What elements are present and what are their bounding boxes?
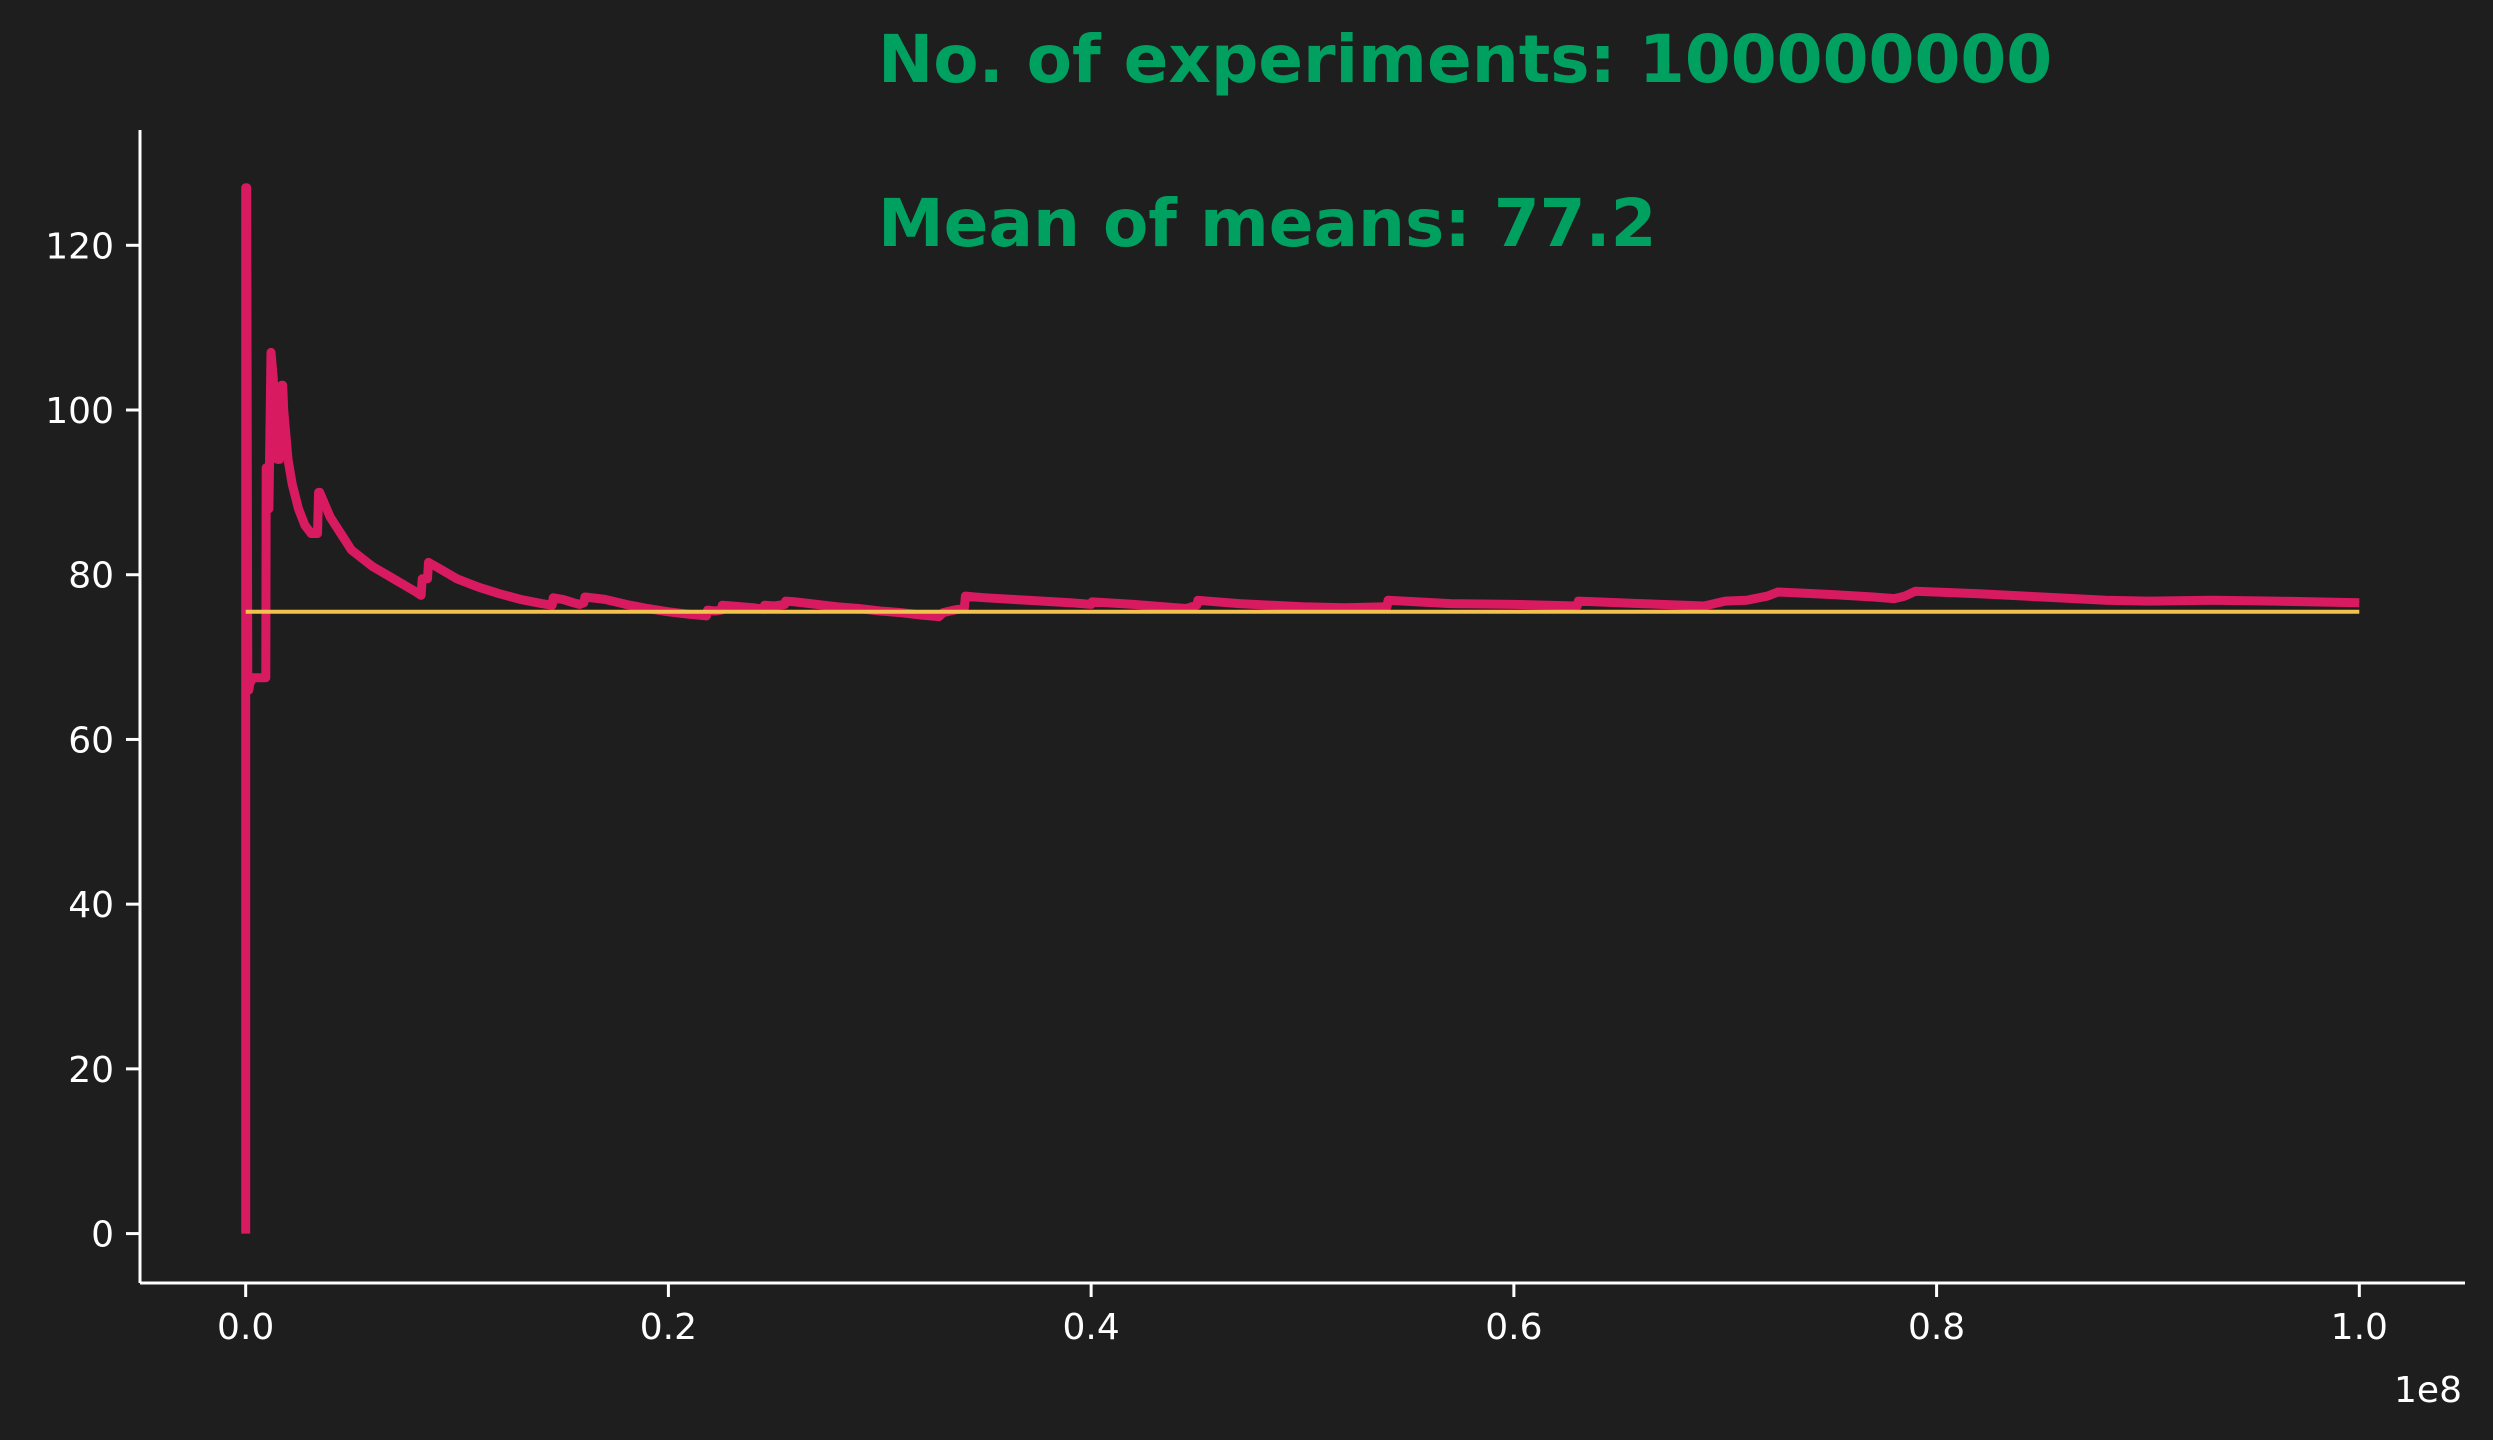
- y-tick-label: 0: [91, 1215, 114, 1256]
- series-layer: [241, 183, 2360, 1234]
- y-tick-label: 60: [68, 720, 114, 761]
- x-tick-label: 1.0: [2331, 1307, 2388, 1348]
- y-tick-label: 120: [45, 226, 114, 267]
- y-tick-label: 40: [68, 885, 114, 926]
- y-tick-label: 20: [68, 1050, 114, 1091]
- x-tick-label: 0.6: [1485, 1307, 1542, 1348]
- y-tick-label: 80: [68, 556, 114, 597]
- x-tick-label: 0.4: [1063, 1307, 1120, 1348]
- x-scale-label: 1e8: [2394, 1370, 2462, 1411]
- y-tick-label: 100: [45, 391, 114, 432]
- annotation-layer: No. of experiments: 100000000 Mean of me…: [878, 21, 2052, 262]
- x-tick-label: 0.0: [217, 1307, 274, 1348]
- series-line-running-mean: [241, 183, 2360, 1234]
- axes-layer: 0.0 0.2 0.4 0.6 0.8 1.0 0 20 40 60 80 100 120 1e8: [45, 130, 2465, 1411]
- annotation-mean: Mean of means: 77.2: [878, 185, 1657, 262]
- annotation-experiments: No. of experiments: 100000000: [878, 21, 2052, 98]
- x-tick-label: 0.8: [1908, 1307, 1965, 1348]
- x-tick-label: 0.2: [640, 1307, 697, 1348]
